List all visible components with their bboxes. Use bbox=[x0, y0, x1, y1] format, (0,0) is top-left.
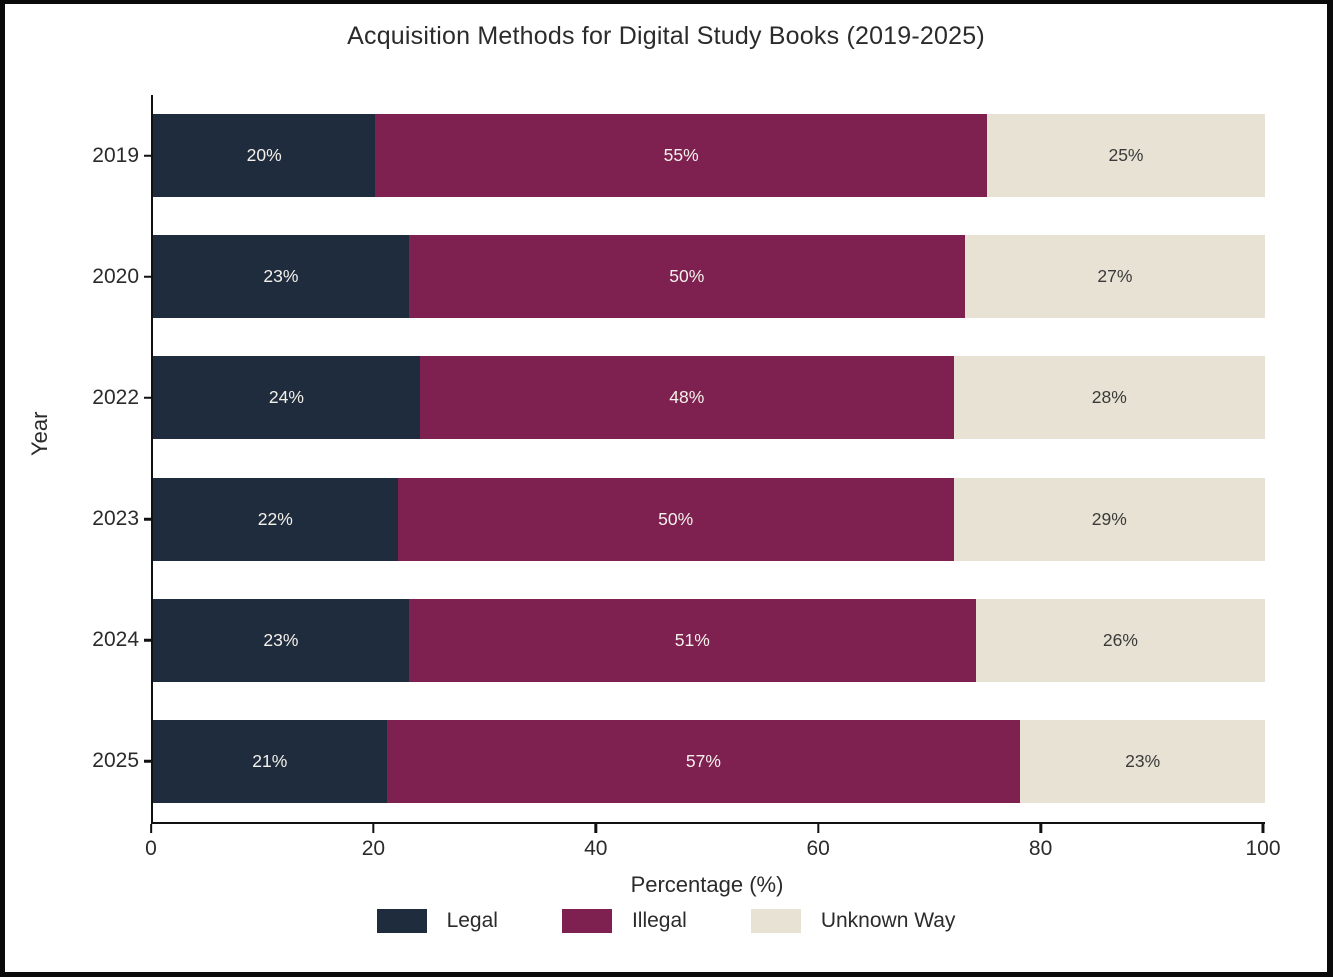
x-tick-100: 100 bbox=[1245, 824, 1281, 861]
bar-segment-unknown: 27% bbox=[964, 235, 1265, 319]
x-tick-label: 80 bbox=[1028, 837, 1053, 860]
bar-row-2025: 2025 21% 57% 23% bbox=[92, 701, 1265, 822]
y-tick-label-2024: 2024 bbox=[92, 628, 139, 652]
bar-segment-legal: 22% bbox=[153, 477, 398, 561]
x-tick-label: 100 bbox=[1245, 837, 1281, 860]
bar-segment-illegal: 57% bbox=[386, 719, 1021, 803]
x-tick-20: 20 bbox=[362, 824, 385, 861]
bar-segment-illegal: 51% bbox=[408, 598, 976, 682]
legend-label-illegal: Illegal bbox=[631, 909, 687, 932]
legend-item-unknown-way: Unknown Way bbox=[750, 909, 956, 933]
x-tick-80: 80 bbox=[1029, 824, 1052, 861]
bar-segment-unknown: 25% bbox=[986, 114, 1265, 198]
stacked-bar-2024: 23% 51% 26% bbox=[153, 598, 1265, 682]
y-tick-label-2022: 2022 bbox=[92, 385, 139, 409]
y-tick-mark bbox=[144, 517, 153, 521]
bar-segment-legal: 23% bbox=[153, 598, 409, 682]
bar-segment-legal: 24% bbox=[153, 356, 420, 440]
x-tick-0: 0 bbox=[145, 824, 157, 861]
y-tick-label-2019: 2019 bbox=[92, 143, 139, 167]
bar-value-label: 57% bbox=[685, 750, 721, 771]
legend-swatch-illegal bbox=[561, 909, 612, 933]
x-tick-label: 40 bbox=[584, 837, 608, 860]
legend-swatch-legal bbox=[376, 909, 427, 933]
bar-value-label: 22% bbox=[257, 508, 293, 529]
bar-segment-legal: 20% bbox=[153, 114, 376, 198]
bar-segment-illegal: 48% bbox=[419, 356, 954, 440]
x-axis: 0 20 40 60 80 100 bbox=[145, 824, 1281, 870]
bar-value-label: 25% bbox=[1108, 145, 1144, 166]
stacked-bar-2020: 23% 50% 27% bbox=[153, 235, 1265, 319]
bar-value-label: 51% bbox=[674, 629, 710, 650]
y-tick-label-2025: 2025 bbox=[92, 749, 139, 773]
y-tick-mark bbox=[144, 275, 153, 278]
x-tick-mark bbox=[372, 824, 375, 833]
bar-value-label: 50% bbox=[669, 266, 705, 287]
x-tick-40: 40 bbox=[584, 824, 607, 861]
bar-row-2019: 2019 20% 55% 25% bbox=[92, 95, 1265, 216]
y-tick-label-2023: 2023 bbox=[92, 507, 139, 531]
bar-value-label: 48% bbox=[669, 387, 705, 408]
bar-segment-illegal: 50% bbox=[408, 235, 965, 319]
x-tick-label: 60 bbox=[806, 837, 830, 860]
x-tick-mark bbox=[816, 824, 820, 833]
bar-segment-unknown: 29% bbox=[953, 477, 1265, 561]
bar-segment-illegal: 55% bbox=[375, 114, 987, 198]
legend-label-legal: Legal bbox=[446, 909, 498, 932]
x-axis-label: Percentage (%) bbox=[630, 872, 784, 897]
bar-value-label: 26% bbox=[1102, 629, 1138, 650]
bar-segment-unknown: 26% bbox=[975, 598, 1265, 682]
bar-value-label: 50% bbox=[658, 508, 694, 529]
x-tick-mark bbox=[1039, 824, 1042, 833]
chart-title: Acquisition Methods for Digital Study Bo… bbox=[347, 22, 985, 50]
x-tick-label: 20 bbox=[361, 837, 386, 860]
legend-label-unknown-way: Unknown Way bbox=[820, 909, 956, 932]
bar-value-label: 23% bbox=[263, 266, 299, 287]
y-axis-label: Year bbox=[27, 411, 52, 456]
x-tick-60: 60 bbox=[807, 824, 830, 861]
y-tick-mark bbox=[144, 760, 153, 763]
y-tick-mark bbox=[144, 639, 153, 642]
bar-row-2020: 2020 23% 50% 27% bbox=[92, 216, 1265, 337]
bar-value-label: 27% bbox=[1097, 266, 1133, 287]
bar-value-label: 24% bbox=[268, 387, 304, 408]
stacked-bar-2023: 22% 50% 29% bbox=[153, 477, 1265, 561]
legend-item-illegal: Illegal bbox=[561, 909, 687, 933]
bar-segment-legal: 23% bbox=[153, 235, 409, 319]
x-tick-label: 0 bbox=[145, 837, 157, 860]
stacked-bar-2025: 21% 57% 23% bbox=[153, 719, 1265, 803]
bar-value-label: 23% bbox=[1125, 750, 1161, 771]
plot-area: 2019 20% 55% 25% 2020 bbox=[92, 95, 1265, 824]
x-tick-mark bbox=[594, 824, 598, 833]
bar-segment-illegal: 50% bbox=[397, 477, 954, 561]
x-tick-mark bbox=[1261, 824, 1265, 833]
bar-value-label: 21% bbox=[252, 750, 288, 771]
bar-row-2023: 2023 22% 50% 29% bbox=[92, 459, 1265, 580]
bar-segment-unknown: 28% bbox=[953, 356, 1265, 440]
bar-value-label: 29% bbox=[1091, 508, 1127, 529]
bar-value-label: 28% bbox=[1091, 387, 1127, 408]
y-tick-mark bbox=[144, 396, 153, 400]
bar-row-2022: 2022 24% 48% 28% bbox=[92, 337, 1265, 458]
y-tick-mark bbox=[144, 154, 153, 157]
bar-value-label: 55% bbox=[663, 145, 699, 166]
bar-segment-unknown: 23% bbox=[1020, 719, 1265, 803]
bar-segment-legal: 21% bbox=[153, 719, 387, 803]
legend: Legal Illegal Unknown Way bbox=[5, 909, 1327, 933]
stacked-bar-2022: 24% 48% 28% bbox=[153, 356, 1265, 440]
legend-swatch-unknown-way bbox=[750, 909, 801, 933]
chart-canvas: Acquisition Methods for Digital Study Bo… bbox=[5, 4, 1327, 972]
bar-rows: 2019 20% 55% 25% 2020 bbox=[92, 95, 1265, 822]
y-tick-label-2020: 2020 bbox=[92, 264, 139, 288]
x-tick-mark bbox=[149, 824, 153, 833]
bar-value-label: 20% bbox=[246, 145, 282, 166]
bar-value-label: 23% bbox=[263, 629, 299, 650]
stacked-bar-2019: 20% 55% 25% bbox=[153, 114, 1265, 198]
bar-row-2024: 2024 23% 51% 26% bbox=[92, 580, 1265, 701]
legend-item-legal: Legal bbox=[376, 909, 498, 933]
